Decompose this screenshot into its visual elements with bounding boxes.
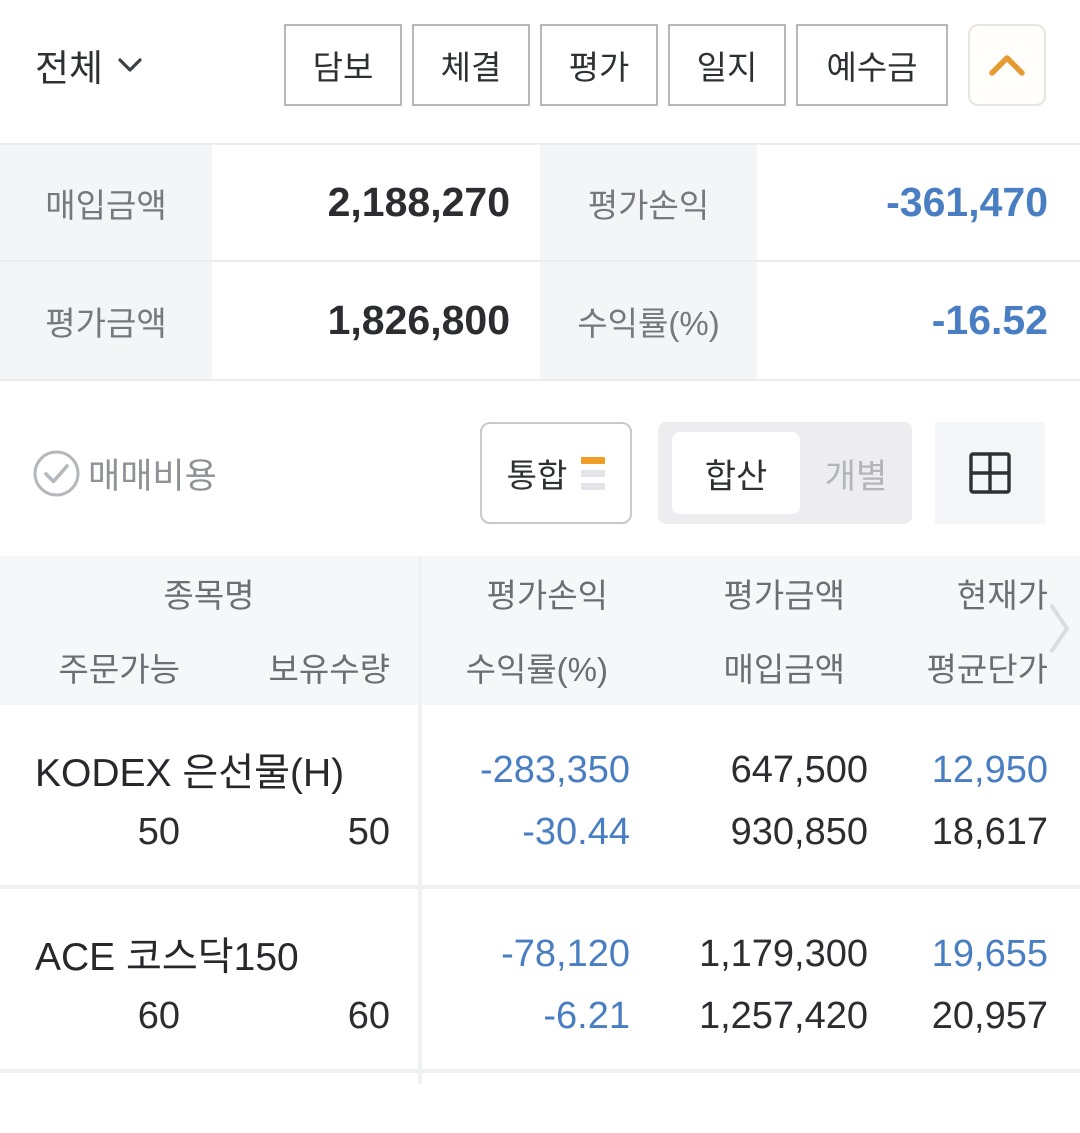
valuation-amount-value: 1,826,800 xyxy=(327,297,510,343)
grid-icon xyxy=(969,452,1011,494)
header-current-price: 현재가 xyxy=(956,577,1048,614)
return-rate-label: 수익률(%) xyxy=(540,262,757,379)
chevron-down-icon xyxy=(118,58,142,72)
tab-journal[interactable]: 일지 xyxy=(668,24,786,106)
trading-cost-checkbox[interactable]: 매매비용 xyxy=(33,422,217,524)
table-row[interactable]: KODEX 은선물(H) -283,350 647,500 12,950 50 … xyxy=(0,705,1080,889)
tab-collateral[interactable]: 담보 xyxy=(284,24,402,106)
valuation-pl-label: 평가손익 xyxy=(540,145,757,260)
stock-quantities: 60 60 xyxy=(0,995,418,1038)
account-filter-label: 전체 xyxy=(35,48,104,89)
summary-row-2: 평가금액 1,826,800 수익률(%) -16.52 xyxy=(0,262,1080,379)
column-divider xyxy=(418,556,422,1084)
stock-purchase-amount: 1,257,420 xyxy=(698,994,868,1037)
return-rate-value: -16.52 xyxy=(931,297,1048,343)
stock-orderable: 60 xyxy=(137,994,180,1037)
header-orderable: 주문가능 xyxy=(58,651,180,688)
tab-deposit[interactable]: 예수금 xyxy=(796,24,948,106)
tab-valuation[interactable]: 평가 xyxy=(540,24,658,106)
valuation-amount-label: 평가금액 xyxy=(0,262,212,379)
header-line-2: 주문가능 보유수량 수익률(%) 매입금액 평균단가 xyxy=(0,630,1080,704)
view-mode-label: 통합 xyxy=(506,457,568,494)
portfolio-summary: 매입금액 2,188,270 평가손익 -361,470 평가금액 1,826,… xyxy=(0,143,1080,381)
row2-line-1: ACE 코스닥150 -78,120 1,179,300 19,655 xyxy=(0,923,1080,985)
segment-individual[interactable]: 개별 xyxy=(824,457,888,496)
list-bars-icon xyxy=(581,456,606,490)
chevron-up-icon xyxy=(989,55,1025,76)
sum-individual-segmented-control: 합산 개별 xyxy=(658,422,912,524)
stock-purchase-amount: 930,850 xyxy=(730,810,868,853)
chevron-right-icon xyxy=(1050,604,1069,652)
table-header: 종목명 평가손익 평가금액 현재가 주문가능 보유수량 수익률(%) 매입금액 … xyxy=(0,556,1080,705)
collapse-summary-button[interactable] xyxy=(968,24,1046,106)
top-tab-buttons: 담보 체결 평가 일지 예수금 xyxy=(274,24,948,106)
row1-line-2: 50 50 -30.44 930,850 18,617 xyxy=(0,801,1080,863)
header-line-1: 종목명 평가손익 평가금액 현재가 xyxy=(0,556,1080,630)
stock-quantity: 60 xyxy=(347,994,390,1037)
stock-quantities: 50 50 xyxy=(0,811,418,854)
stock-name: ACE 코스닥150 xyxy=(35,936,299,979)
header-rate: 수익률(%) xyxy=(465,651,608,688)
header-stock-name: 종목명 xyxy=(163,577,255,614)
valuation-pl-value: -361,470 xyxy=(886,179,1048,225)
check-circle-icon xyxy=(33,450,80,496)
stock-eval-amount: 647,500 xyxy=(730,748,868,791)
stock-avg-price: 20,957 xyxy=(931,994,1048,1037)
view-mode-button[interactable]: 통합 xyxy=(480,422,632,524)
trading-cost-label: 매매비용 xyxy=(88,456,217,496)
header-purchase-amount: 매입금액 xyxy=(723,651,845,688)
stock-current-price: 12,950 xyxy=(931,748,1048,791)
row1-line-1: KODEX 은선물(H) -283,350 647,500 12,950 xyxy=(0,739,1080,801)
layout-grid-button[interactable] xyxy=(935,422,1045,524)
list-controls: 매매비용 통합 합산 개별 xyxy=(0,422,1080,524)
stock-rate: -6.21 xyxy=(543,994,630,1037)
stock-name: KODEX 은선물(H) xyxy=(35,752,345,795)
segment-sum[interactable]: 합산 xyxy=(672,432,800,514)
header-avg-price: 평균단가 xyxy=(926,651,1048,688)
stock-eval-amount: 1,179,300 xyxy=(698,932,868,975)
row2-line-2: 60 60 -6.21 1,257,420 20,957 xyxy=(0,985,1080,1047)
header-eval-amount: 평가금액 xyxy=(723,577,845,614)
header-quantities: 주문가능 보유수량 xyxy=(0,643,418,691)
stock-avg-price: 18,617 xyxy=(931,810,1048,853)
holdings-table: 종목명 평가손익 평가금액 현재가 주문가능 보유수량 수익률(%) 매입금액 … xyxy=(0,556,1080,1085)
account-filter-dropdown[interactable]: 전체 xyxy=(35,38,143,92)
stock-quantity: 50 xyxy=(347,810,390,853)
stock-pl: -283,350 xyxy=(479,748,630,791)
top-bar: 전체 담보 체결 평가 일지 예수금 xyxy=(0,24,1080,106)
purchase-amount-label: 매입금액 xyxy=(0,145,212,260)
stock-orderable: 50 xyxy=(137,810,180,853)
scroll-columns-right[interactable] xyxy=(1048,601,1072,660)
tab-execution[interactable]: 체결 xyxy=(412,24,530,106)
stock-rate: -30.44 xyxy=(522,810,630,853)
header-quantity: 보유수량 xyxy=(268,651,390,688)
table-row[interactable]: ACE 코스닥150 -78,120 1,179,300 19,655 60 6… xyxy=(0,889,1080,1073)
stock-pl: -78,120 xyxy=(501,932,630,975)
stock-current-price: 19,655 xyxy=(931,932,1048,975)
header-pl: 평가손익 xyxy=(486,577,608,614)
summary-row-1: 매입금액 2,188,270 평가손익 -361,470 xyxy=(0,145,1080,262)
purchase-amount-value: 2,188,270 xyxy=(327,179,510,225)
